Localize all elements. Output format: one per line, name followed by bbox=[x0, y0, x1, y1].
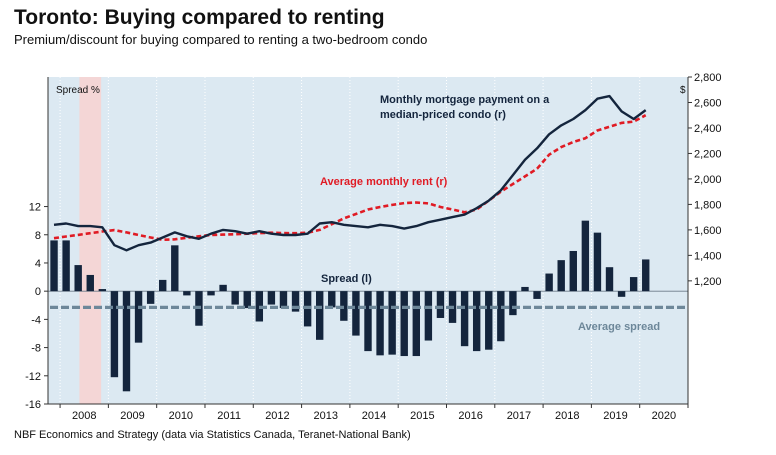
spread-bar bbox=[207, 291, 215, 296]
spread-bar bbox=[364, 291, 372, 352]
spread-bar bbox=[134, 291, 143, 343]
spread-bar bbox=[122, 291, 131, 392]
spread-bar bbox=[86, 274, 94, 292]
mortgage-annotation-line1: Monthly mortgage payment on a bbox=[380, 94, 550, 106]
left-tick-label: 8 bbox=[35, 230, 41, 242]
right-tick-label: 2,800 bbox=[694, 72, 722, 84]
left-tick-label: 12 bbox=[29, 202, 41, 214]
spread-bar bbox=[497, 291, 505, 342]
spread-bar bbox=[629, 277, 638, 292]
x-tick-label: 2019 bbox=[603, 410, 627, 422]
x-tick-label: 2017 bbox=[507, 410, 531, 422]
left-tick-label: -12 bbox=[25, 371, 41, 383]
right-tick-label: 1,200 bbox=[694, 276, 722, 288]
spread-bar bbox=[291, 291, 300, 312]
x-tick-label: 2014 bbox=[362, 410, 386, 422]
spread-bar bbox=[485, 291, 493, 350]
spread-bar bbox=[279, 291, 288, 309]
spread-bar bbox=[581, 220, 590, 292]
right-tick-label: 2,600 bbox=[694, 97, 722, 109]
spread-bar bbox=[183, 291, 191, 296]
spread-bar bbox=[521, 286, 529, 292]
left-tick-label: 0 bbox=[35, 286, 41, 298]
spread-bar bbox=[231, 291, 239, 305]
spread-bar bbox=[110, 291, 119, 378]
spread-bar bbox=[545, 273, 553, 292]
x-tick-label: 2008 bbox=[72, 410, 96, 422]
spread-bar bbox=[243, 291, 251, 309]
right-tick-label: 1,400 bbox=[694, 250, 722, 262]
spread-bar bbox=[352, 291, 360, 336]
right-tick-label: 1,600 bbox=[694, 225, 722, 237]
x-tick-label: 2009 bbox=[120, 410, 144, 422]
left-tick-label: 4 bbox=[35, 258, 41, 270]
spread-bar bbox=[146, 291, 155, 304]
chart-title: Toronto: Buying compared to renting bbox=[14, 6, 385, 29]
spread-bar bbox=[98, 289, 107, 292]
chart-subtitle: Premium/discount for buying compared to … bbox=[14, 32, 428, 47]
spread-bar bbox=[74, 265, 82, 292]
spread-bar bbox=[171, 245, 179, 292]
right-tick-label: 2,200 bbox=[694, 148, 722, 160]
spread-bar bbox=[400, 291, 408, 357]
spread-bar bbox=[460, 291, 469, 347]
spread-bar bbox=[376, 291, 384, 356]
spread-bar bbox=[436, 291, 445, 318]
spread-bar bbox=[424, 291, 433, 341]
x-tick-label: 2010 bbox=[169, 410, 193, 422]
left-tick-label: -4 bbox=[31, 314, 41, 326]
spread-bar bbox=[617, 291, 626, 297]
spread-bar bbox=[533, 291, 541, 299]
mortgage-line bbox=[53, 94, 647, 252]
x-tick-label: 2011 bbox=[217, 410, 241, 422]
spread-bar bbox=[159, 279, 167, 292]
rent-annotation: Average monthly rent (r) bbox=[320, 176, 448, 188]
right-axis-title: $ bbox=[680, 85, 686, 96]
spread-bar bbox=[593, 232, 602, 292]
spread-bar bbox=[62, 240, 70, 292]
spread-annotation: Spread (l) bbox=[321, 273, 372, 285]
average-spread-annotation: Average spread bbox=[578, 321, 660, 333]
right-tick-label: 2,400 bbox=[694, 123, 722, 135]
left-tick-label: -8 bbox=[31, 343, 41, 355]
spread-bar bbox=[605, 267, 614, 292]
x-tick-label: 2016 bbox=[458, 410, 482, 422]
x-tick-label: 2012 bbox=[265, 410, 289, 422]
x-tick-label: 2018 bbox=[555, 410, 579, 422]
x-tick-label: 2020 bbox=[652, 410, 676, 422]
spread-bar bbox=[557, 260, 565, 292]
left-tick-label: -16 bbox=[25, 399, 41, 411]
right-tick-label: 2,000 bbox=[694, 174, 722, 186]
spread-bar bbox=[472, 291, 481, 352]
spread-bar bbox=[509, 291, 517, 316]
spread-bar bbox=[642, 259, 650, 292]
spread-bar bbox=[50, 240, 58, 292]
plot-background bbox=[48, 77, 688, 404]
spread-bar bbox=[219, 284, 227, 292]
x-tick-label: 2013 bbox=[313, 410, 337, 422]
mortgage-annotation-line2: median-priced condo (r) bbox=[380, 109, 506, 121]
spread-bar bbox=[315, 291, 324, 340]
x-tick-label: 2015 bbox=[410, 410, 434, 422]
spread-bar bbox=[388, 291, 396, 355]
source-note: NBF Economics and Strategy (data via Sta… bbox=[14, 429, 411, 441]
rent-line bbox=[53, 114, 647, 242]
recession-band bbox=[79, 77, 102, 404]
right-tick-label: 1,800 bbox=[694, 199, 722, 211]
spread-bar bbox=[412, 291, 421, 357]
spread-bar bbox=[569, 250, 577, 292]
spread-bar bbox=[267, 291, 276, 305]
spread-bar bbox=[328, 291, 336, 308]
left-axis-title: Spread % bbox=[56, 85, 100, 96]
